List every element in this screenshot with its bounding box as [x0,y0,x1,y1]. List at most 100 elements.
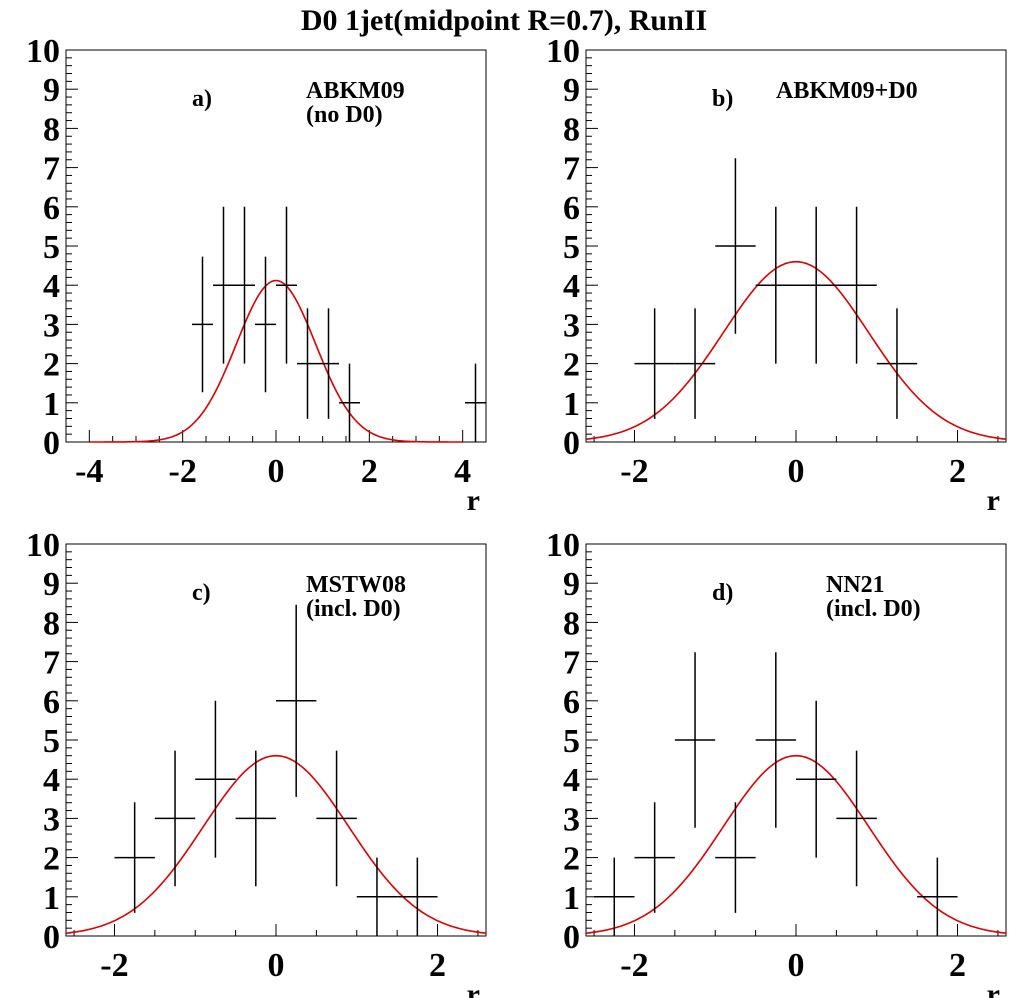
data-point [796,206,837,364]
fit-curve [89,279,463,443]
x-tick-label: 2 [949,453,966,490]
data-point [836,206,877,364]
data-point [634,308,675,419]
y-tick-label: 7 [43,645,60,682]
x-tick-label: -2 [620,453,648,490]
x-axis-label: r [467,484,480,517]
data-point [213,206,234,364]
y-tick-label: 2 [43,841,60,878]
data-point [465,363,486,442]
x-tick-label: 2 [949,947,966,984]
x-tick-label: 4 [454,453,471,490]
data-point [796,700,837,858]
data-point [192,256,213,393]
data-point [356,857,398,936]
y-tick-label: 0 [563,919,580,956]
y-tick-label: 1 [43,880,60,917]
plot-frame-c [65,543,487,937]
data-point [234,206,255,364]
y-tick-label: 6 [563,190,580,227]
y-tick-label: 6 [43,684,60,721]
y-tick-label: 9 [563,566,580,603]
y-tick-label: 7 [43,151,60,188]
panel-label: d) [712,580,733,606]
y-tick-label: 10 [26,527,60,564]
data-point [114,802,155,913]
x-tick-label: 0 [788,947,805,984]
data-point [195,700,236,858]
y-tick-label: 9 [563,72,580,109]
figure-title: D0 1jet(midpoint R=0.7), RunII [301,4,707,37]
y-tick-label: 1 [563,386,580,423]
fit-curve [65,754,487,935]
data-point [255,256,276,393]
pdf-set-label: NN21 [826,572,885,598]
y-tick-label: 4 [563,762,580,799]
y-tick-label: 7 [563,645,580,682]
y-tick-label: 9 [43,566,60,603]
x-tick-label: 0 [788,453,805,490]
x-axis-label: r [987,484,1000,517]
y-tick-label: 2 [43,347,60,384]
data-point [715,802,756,913]
pdf-set-label: MSTW08 [306,572,406,598]
y-tick-label: 3 [563,307,580,344]
y-tick-label: 0 [43,425,60,462]
y-tick-label: 7 [563,151,580,188]
y-tick-label: 8 [563,111,580,148]
y-tick-label: 5 [563,229,580,266]
y-tick-label: 6 [43,190,60,227]
data-point [917,857,958,936]
pdf-set-label: (no D0) [306,102,383,128]
y-tick-label: 9 [43,72,60,109]
panel-label: c) [192,580,211,606]
data-point [339,363,360,442]
panel-label: b) [712,86,733,112]
plot-frame-a [65,49,487,443]
y-tick-label: 5 [563,723,580,760]
panel-label: a) [192,86,212,112]
data-point [318,308,339,419]
x-axis-label: r [467,978,480,998]
x-tick-label: -2 [169,453,197,490]
x-tick-label: 0 [268,453,285,490]
y-tick-label: 4 [43,762,60,799]
x-tick-label: 0 [268,947,285,984]
pdf-set-label: ABKM09+D0 [776,78,918,104]
data-point [276,206,297,364]
y-tick-label: 5 [43,229,60,266]
data-point [316,750,357,887]
data-point [594,857,635,936]
data-point [397,857,438,936]
y-tick-label: 3 [563,801,580,838]
y-tick-label: 1 [563,880,580,917]
y-tick-label: 2 [563,347,580,384]
y-tick-label: 2 [563,841,580,878]
fit-curve [585,754,1007,935]
data-point [674,308,716,419]
x-tick-label: -2 [100,947,128,984]
data-point [755,652,796,828]
data-point [674,652,716,828]
y-tick-label: 10 [546,527,580,564]
y-tick-label: 8 [563,605,580,642]
y-tick-label: 0 [43,919,60,956]
data-point [755,206,796,364]
x-tick-label: 2 [429,947,446,984]
data-point [634,802,675,913]
data-point [276,604,317,797]
x-tick-label: 2 [361,453,378,490]
y-tick-label: 8 [43,605,60,642]
y-tick-label: 4 [563,268,580,305]
y-tick-label: 1 [43,386,60,423]
data-point [154,750,196,887]
data-point [297,308,318,419]
x-tick-label: -4 [75,453,103,490]
data-point [235,750,276,887]
x-tick-label: -2 [620,947,648,984]
